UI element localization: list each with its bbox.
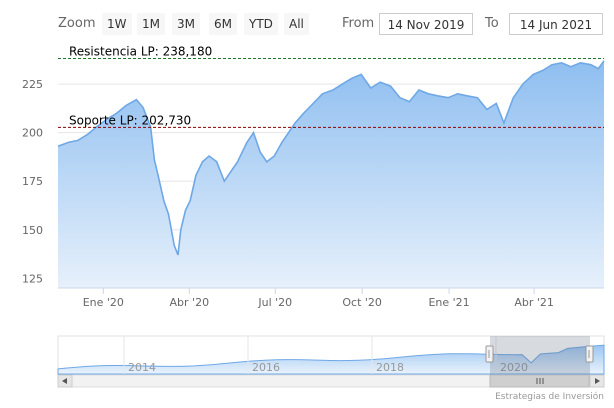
y-tick-label: 125 xyxy=(22,272,43,285)
support-label: Soporte LP: 202,730 xyxy=(69,113,191,127)
navigator-year-label: 2014 xyxy=(128,361,156,374)
navigator-series xyxy=(57,344,605,375)
x-tick-label: Jul '20 xyxy=(257,296,292,309)
navigator-year-label: 2020 xyxy=(500,361,528,374)
navigator-year-label: 2016 xyxy=(252,361,280,374)
from-label: From xyxy=(342,16,375,31)
scroll-right-arrow-icon xyxy=(595,378,600,384)
chart-credit: Estrategias de Inversión xyxy=(495,391,604,402)
to-label: To xyxy=(485,16,499,31)
x-tick-label: Abr '21 xyxy=(514,296,554,309)
y-tick-label: 175 xyxy=(22,175,43,188)
zoom-label: Zoom xyxy=(58,16,96,31)
y-tick-label: 200 xyxy=(22,127,43,140)
navigator-year-labels: 2014 2016 2018 2020 xyxy=(123,336,528,374)
navigator[interactable]: 2014 2016 2018 2020 xyxy=(57,335,605,375)
y-axis-ticks: 125 150 175 200 225 xyxy=(22,78,43,285)
x-tick-label: Ene '21 xyxy=(428,296,469,309)
zoom-button-all[interactable]: All xyxy=(284,13,309,35)
scroll-left-arrow-icon xyxy=(62,378,67,384)
series-area xyxy=(58,60,604,288)
to-date-input[interactable]: 14 Jun 2021 xyxy=(509,13,603,35)
x-tick-label: Oct '20 xyxy=(342,296,382,309)
x-tick-label: Ene '20 xyxy=(83,296,124,309)
zoom-button-ytd[interactable]: YTD xyxy=(244,13,278,35)
scrollbar[interactable] xyxy=(57,374,605,388)
from-date-input[interactable]: 14 Nov 2019 xyxy=(379,13,473,35)
y-tick-label: 150 xyxy=(22,224,43,237)
zoom-button-1w[interactable]: 1W xyxy=(102,13,132,35)
navigator-selected-range[interactable] xyxy=(490,336,590,374)
zoom-button-6m[interactable]: 6M xyxy=(209,13,237,35)
x-axis-ticks: Ene '20 Abr '20 Jul '20 Oct '20 Ene '21 Abr '… xyxy=(83,288,554,309)
navigator-year-label: 2018 xyxy=(376,361,404,374)
zoom-button-1m[interactable]: 1M xyxy=(137,13,165,35)
x-tick-label: Abr '20 xyxy=(170,296,210,309)
series-line xyxy=(57,60,605,256)
zoom-button-3m[interactable]: 3M xyxy=(172,13,200,35)
resistance-label: Resistencia LP: 238,180 xyxy=(69,45,212,59)
y-tick-label: 225 xyxy=(22,78,43,91)
